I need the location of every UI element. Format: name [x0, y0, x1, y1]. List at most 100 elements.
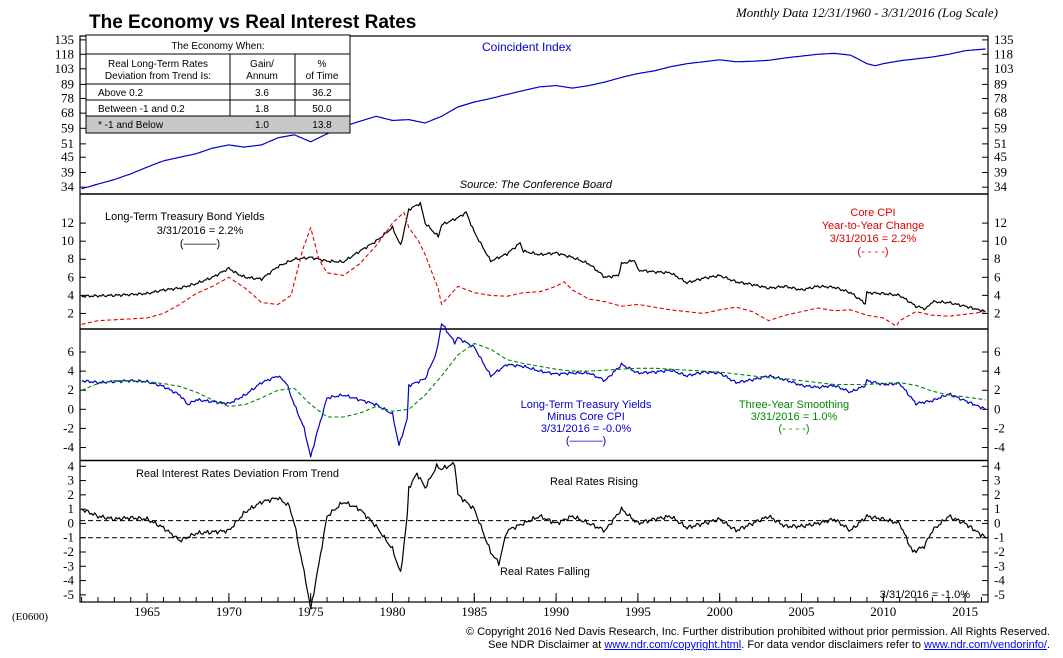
x-tick-label: 2005	[788, 604, 814, 619]
y-tick-label: 103	[55, 61, 75, 76]
y-tick-label: 0	[994, 515, 1001, 530]
smooth-legend: (- - - -)	[778, 423, 809, 435]
y-tick-label: 78	[61, 90, 74, 105]
table-col2-header-a: Gain/	[250, 59, 274, 70]
y-tick-label: -4	[63, 440, 74, 455]
real-legend: (———)	[566, 435, 606, 447]
y-tick-label: 10	[61, 233, 74, 248]
table-row-gain: 1.0	[255, 120, 269, 131]
real-title2: Minus Core CPI	[547, 411, 625, 423]
y-tick-label: 4	[994, 458, 1001, 473]
y-tick-label: 8	[994, 251, 1001, 266]
y-tick-label: 39	[61, 165, 74, 180]
x-tick-label: 1990	[543, 604, 569, 619]
disclaimer-line: See NDR Disclaimer at www.ndr.com/copyri…	[0, 639, 1050, 652]
table-shaded-row	[86, 116, 350, 133]
y-tick-label: 45	[61, 149, 74, 164]
x-tick-label: 2010	[870, 604, 896, 619]
y-tick-label: 2	[68, 305, 75, 320]
x-tick-label: 2000	[707, 604, 733, 619]
y-tick-label: 4	[994, 363, 1001, 378]
dev-date: 3/31/2016 = -1.0%	[880, 589, 970, 601]
real-title1: Long-Term Treasury Yields	[521, 399, 652, 411]
long-term-treasury-yields-minus-core-cpi-line	[81, 323, 986, 458]
y-tick-label: 68	[61, 105, 74, 120]
falling-label: Real Rates Falling	[500, 566, 590, 578]
y-tick-label: 34	[61, 179, 75, 194]
table-col3-header-a: %	[318, 59, 327, 70]
table-row-time: 36.2	[312, 88, 332, 99]
y-tick-label: 2	[994, 305, 1001, 320]
y-tick-label: 89	[994, 76, 1007, 91]
y-tick-label: 118	[55, 46, 74, 61]
y-tick-label: 68	[994, 105, 1007, 120]
table-row-label: Above 0.2	[98, 88, 143, 99]
y-tick-label: 78	[994, 90, 1007, 105]
stats-table: The Economy When: Real Long-Term Rates D…	[85, 34, 351, 134]
y-tick-label: 2	[994, 487, 1001, 502]
y-tick-label: -1	[994, 530, 1005, 545]
y-tick-label: -4	[994, 573, 1005, 588]
chart-subtitle: Monthly Data 12/31/1960 - 3/31/2016 (Log…	[735, 5, 998, 20]
cpi-title1: Core CPI	[850, 207, 895, 219]
y-tick-label: 59	[61, 120, 74, 135]
y-tick-label: -2	[994, 420, 1005, 435]
yield-date: 3/31/2016 = 2.2%	[157, 225, 244, 237]
core-cpi-year-to-year-change-line	[81, 211, 986, 327]
x-tick-label: 1980	[379, 604, 405, 619]
x-tick-label: 1970	[216, 604, 242, 619]
chart-canvas: The Economy vs Real Interest Rates Month…	[12, 5, 1014, 623]
y-tick-label: 0	[68, 515, 75, 530]
y-tick-label: 1	[994, 501, 1001, 516]
table-row-gain: 3.6	[255, 88, 269, 99]
y-tick-label: -5	[63, 587, 74, 602]
disclaimer-mid: . For data vendor disclaimers refer to	[741, 639, 925, 651]
y-tick-label: 8	[68, 251, 75, 266]
yields-panel: 2 2 4 4 6 6 8 8 10 10 12 12	[61, 201, 1007, 327]
y-tick-label: 34	[994, 179, 1008, 194]
y-tick-label: 4	[68, 287, 75, 302]
y-tick-label: -3	[994, 558, 1005, 573]
y-tick-label: 1	[68, 501, 75, 516]
footer: © Copyright 2016 Ned Davis Research, Inc…	[0, 626, 1050, 652]
deviation-panel: -5 -5-4 -4-3 -3-2 -2-1 -10 01 12 23 34 4	[63, 458, 1005, 610]
real-interest-rates-deviation-from-trend-line	[81, 461, 986, 610]
y-tick-label: 10	[994, 233, 1007, 248]
rising-label: Real Rates Rising	[550, 476, 638, 488]
x-tick-label: 1975	[298, 604, 324, 619]
vendorinfo-link[interactable]: www.ndr.com/vendorinfo/	[924, 639, 1047, 651]
table-col3-header-b: of Time	[306, 71, 339, 82]
y-tick-label: 6	[994, 269, 1001, 284]
disclaimer-pre: See NDR Disclaimer at	[488, 639, 605, 651]
y-tick-label: -2	[63, 420, 74, 435]
x-tick-label: 1985	[461, 604, 487, 619]
y-tick-label: -4	[63, 573, 74, 588]
y-tick-label: 4	[994, 287, 1001, 302]
long-term-treasury-bond-yields-line	[81, 201, 986, 313]
table-col1-header-b: Deviation from Trend Is:	[105, 71, 211, 82]
y-tick-label: 2	[68, 382, 75, 397]
smooth-title: Three-Year Smoothing	[739, 399, 849, 411]
y-tick-label: 6	[994, 344, 1001, 359]
y-tick-label: 103	[994, 61, 1014, 76]
table-col1-header-a: Real Long-Term Rates	[108, 59, 208, 70]
y-tick-label: -2	[63, 544, 74, 559]
cpi-date: 3/31/2016 = 2.2%	[830, 233, 917, 245]
y-tick-label: 3	[994, 473, 1001, 488]
y-tick-label: 12	[61, 215, 74, 230]
plot-border	[79, 35, 989, 603]
source-label: Source: The Conference Board	[460, 179, 613, 191]
chart-code: (E0600)	[12, 611, 48, 623]
copyright-link[interactable]: www.ndr.com/copyright.html	[604, 639, 742, 651]
table-row-label: Between -1 and 0.2	[98, 104, 185, 115]
chart-title: The Economy vs Real Interest Rates	[89, 12, 416, 33]
y-tick-label: 0	[68, 401, 75, 416]
table-row-label: * -1 and Below	[98, 120, 164, 131]
table-row-time: 50.0	[312, 104, 332, 115]
dev-title: Real Interest Rates Deviation From Trend	[136, 468, 339, 480]
y-tick-label: 4	[68, 458, 75, 473]
y-tick-label: 39	[994, 165, 1007, 180]
x-tick-label: 2015	[952, 604, 978, 619]
y-tick-label: 51	[61, 136, 74, 151]
y-tick-label: 45	[994, 149, 1007, 164]
